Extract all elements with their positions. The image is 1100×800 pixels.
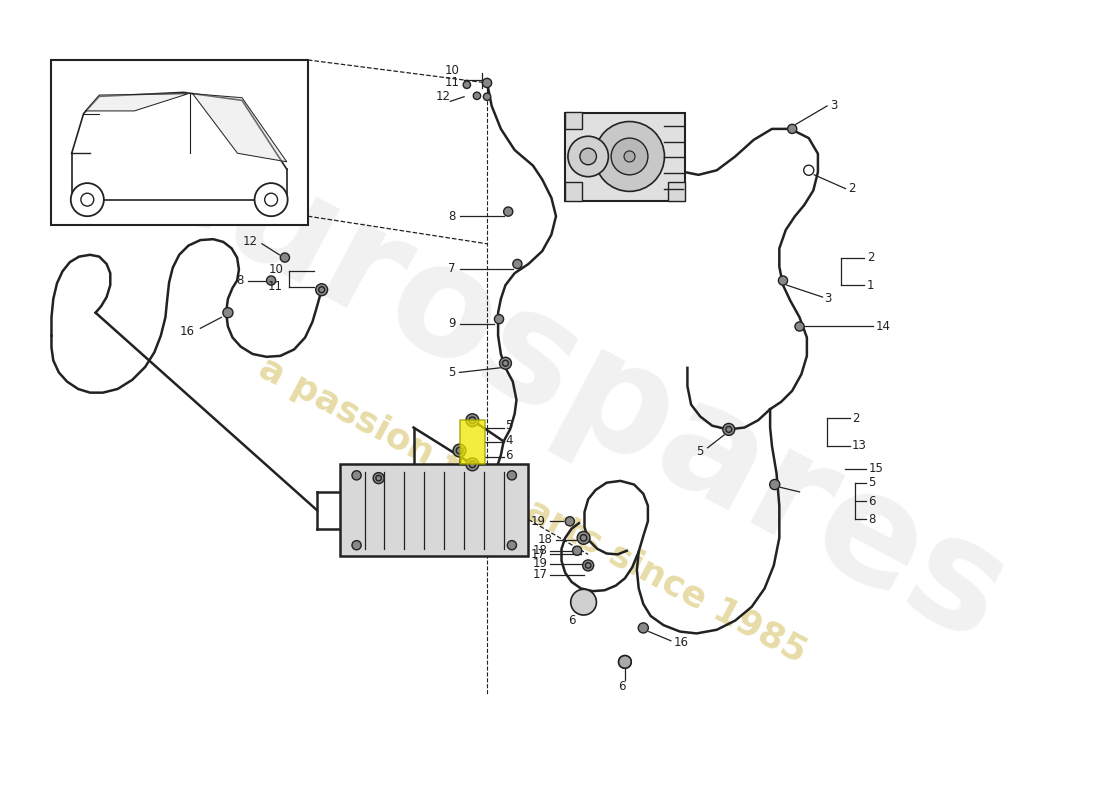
Circle shape — [463, 81, 471, 89]
Text: 2: 2 — [848, 182, 856, 195]
Text: 12: 12 — [242, 235, 257, 249]
Circle shape — [466, 414, 478, 426]
Text: 5: 5 — [449, 366, 455, 379]
Text: 3: 3 — [829, 99, 837, 113]
Circle shape — [499, 358, 512, 370]
Circle shape — [624, 151, 635, 162]
Text: 4: 4 — [506, 434, 513, 447]
Bar — [668, 182, 684, 201]
Text: 8: 8 — [449, 210, 455, 222]
Bar — [460, 420, 485, 464]
Text: 10: 10 — [268, 263, 283, 276]
Text: 3: 3 — [824, 293, 832, 306]
Text: 6: 6 — [869, 494, 876, 507]
Text: 2: 2 — [851, 412, 859, 425]
Circle shape — [513, 259, 522, 269]
Text: 11: 11 — [268, 279, 283, 293]
Text: 18: 18 — [538, 533, 552, 546]
Circle shape — [266, 276, 276, 285]
Circle shape — [770, 479, 780, 490]
Text: 18: 18 — [532, 544, 548, 558]
Text: 8: 8 — [869, 513, 876, 526]
Polygon shape — [86, 94, 188, 111]
Circle shape — [795, 322, 804, 331]
Circle shape — [583, 560, 594, 571]
Text: 16: 16 — [673, 636, 689, 649]
Circle shape — [453, 444, 466, 457]
Circle shape — [580, 148, 596, 165]
Text: 9: 9 — [449, 318, 455, 330]
Bar — [51, 60, 308, 226]
Circle shape — [352, 541, 361, 550]
Circle shape — [788, 124, 796, 134]
Circle shape — [494, 314, 504, 324]
Text: 8: 8 — [236, 274, 243, 287]
Text: 2: 2 — [867, 251, 875, 264]
Text: 16: 16 — [179, 326, 195, 338]
Circle shape — [565, 517, 574, 526]
Bar — [565, 112, 582, 129]
Circle shape — [466, 458, 478, 470]
Polygon shape — [67, 150, 292, 209]
Text: 6: 6 — [506, 449, 513, 462]
Text: 13: 13 — [851, 439, 867, 453]
Circle shape — [70, 183, 103, 216]
Bar — [340, 464, 528, 556]
Polygon shape — [192, 94, 287, 162]
Circle shape — [280, 253, 289, 262]
Text: 19: 19 — [531, 515, 546, 528]
Text: 6: 6 — [618, 680, 626, 694]
Circle shape — [507, 541, 517, 550]
Text: 5: 5 — [869, 476, 876, 490]
Circle shape — [723, 423, 735, 435]
Circle shape — [504, 207, 513, 216]
Circle shape — [572, 546, 582, 555]
Text: 14: 14 — [876, 320, 891, 333]
Circle shape — [618, 655, 631, 668]
Text: a passion for parts since 1985: a passion for parts since 1985 — [253, 351, 813, 670]
Text: 5: 5 — [506, 419, 513, 432]
Text: 12: 12 — [436, 90, 450, 103]
Text: 1: 1 — [867, 278, 875, 292]
Circle shape — [638, 623, 648, 633]
Circle shape — [612, 138, 648, 175]
Circle shape — [223, 308, 233, 318]
Circle shape — [483, 93, 491, 101]
Text: 11: 11 — [444, 77, 460, 90]
Circle shape — [373, 473, 384, 484]
Circle shape — [571, 590, 596, 615]
Text: 7: 7 — [449, 262, 455, 275]
Text: 5: 5 — [696, 445, 704, 458]
Circle shape — [352, 470, 361, 480]
Circle shape — [254, 183, 288, 216]
Text: 17: 17 — [532, 568, 548, 581]
Text: 6: 6 — [568, 614, 575, 627]
Text: 10: 10 — [444, 65, 460, 78]
Text: 19: 19 — [532, 557, 548, 570]
Circle shape — [568, 136, 608, 177]
Circle shape — [779, 276, 788, 285]
Text: eurospares: eurospares — [108, 89, 1031, 674]
Circle shape — [595, 122, 664, 191]
Bar — [565, 114, 684, 201]
Text: 15: 15 — [869, 462, 883, 475]
Circle shape — [316, 284, 328, 296]
Circle shape — [578, 531, 590, 544]
Text: 17: 17 — [531, 548, 546, 561]
Bar — [565, 182, 582, 201]
Circle shape — [483, 78, 492, 87]
Circle shape — [507, 470, 517, 480]
Circle shape — [473, 92, 481, 99]
